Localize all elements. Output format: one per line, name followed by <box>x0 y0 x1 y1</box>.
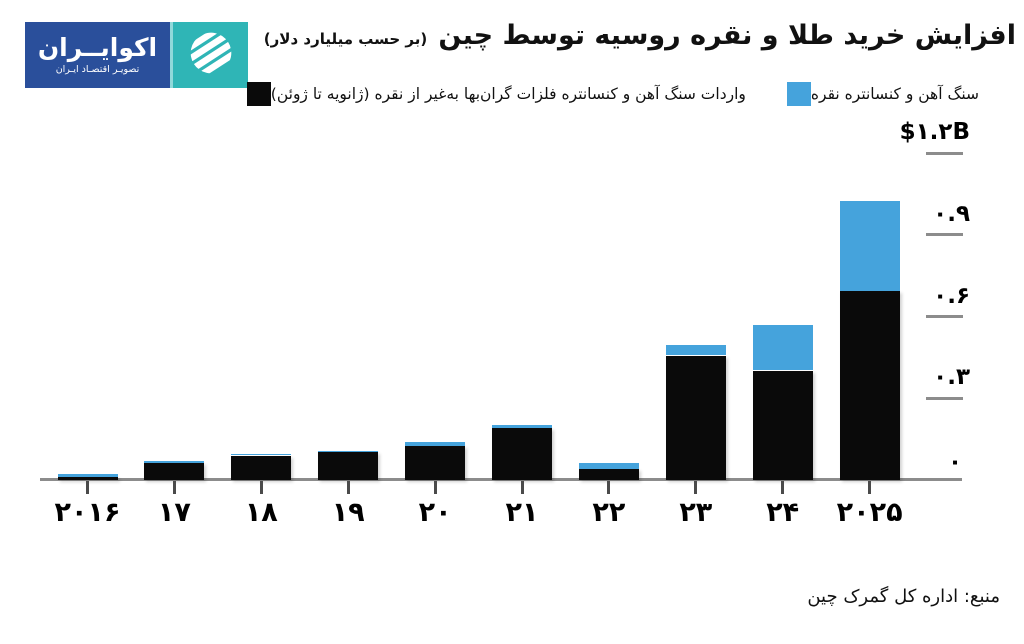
ecoiran-logo: اکوایــران تصویـر اقتصـاد ایـران <box>25 22 248 88</box>
chart-title-block: افزایش خرید طلا و نقره روسیه توسط چین (ب… <box>264 20 1016 51</box>
ecoiran-sphere-icon <box>182 24 239 83</box>
x-axis-label: ۱۸ <box>244 497 278 528</box>
x-axis-label: ۲۱ <box>505 497 539 528</box>
x-axis-tick <box>86 481 89 494</box>
bar-segment-blue-2018 <box>231 454 292 456</box>
bar-segment-black-2025 <box>839 290 900 480</box>
bar-segment-black-2020 <box>405 445 466 480</box>
bar-segment-blue-2020 <box>405 442 466 446</box>
source-note: منبع: اداره کل گمرک چین <box>807 586 1000 607</box>
y-axis-label: $۱.۲B <box>899 119 970 145</box>
x-axis-line <box>40 478 962 481</box>
x-axis-label: ۲۰ <box>418 497 452 528</box>
bar-segment-blue-2025 <box>839 200 900 291</box>
x-axis-tick <box>694 481 698 494</box>
x-axis-tick <box>781 481 785 494</box>
x-axis-label: ۲۰۲۵ <box>836 497 903 528</box>
y-axis-label: ۰.۶ <box>933 282 970 309</box>
x-axis-label: ۲۳ <box>679 497 713 528</box>
x-axis-label: ۲۲ <box>592 497 626 528</box>
bar-segment-black-2018 <box>231 455 292 480</box>
bar-segment-blue-2022 <box>578 463 639 469</box>
y-axis-tick <box>926 151 963 155</box>
bar-segment-blue-2019 <box>318 450 379 453</box>
x-axis-tick <box>346 481 350 494</box>
bar-segment-blue-2017 <box>144 460 205 464</box>
bar-segment-black-2021 <box>492 428 552 480</box>
x-axis-tick <box>259 481 263 494</box>
logo-text-panel: اکوایــران تصویـر اقتصـاد ایـران <box>25 22 170 88</box>
bar-segment-blue-2024 <box>752 324 813 371</box>
bar-segment-black-2016 <box>57 476 118 480</box>
x-axis-label: ۲۴ <box>766 497 800 528</box>
x-axis-tick <box>433 481 437 494</box>
logo-tagline: تصویـر اقتصـاد ایـران <box>55 64 140 76</box>
chart-title: افزایش خرید طلا و نقره روسیه توسط چین <box>438 20 1016 51</box>
legend-swatch-black <box>246 82 271 106</box>
x-axis-tick <box>172 481 176 494</box>
bar-segment-blue-2023 <box>665 344 726 356</box>
x-axis-label: ۲۰۱۶ <box>54 497 121 528</box>
x-axis-label: ۱۹ <box>331 497 365 528</box>
bar-segment-black-2023 <box>665 355 726 480</box>
chart-unit-note: (بر حسب میلیارد دلار) <box>263 30 428 48</box>
logo-mark-panel <box>170 22 248 88</box>
bar-segment-blue-2016 <box>57 474 118 477</box>
x-axis-label: ۱۷ <box>157 497 191 528</box>
x-axis-tick <box>868 481 872 494</box>
legend-label-black: واردات سنگ آهن و کنسانتره فلزات گران‌بها… <box>270 85 746 103</box>
bar-segment-black-2024 <box>752 370 813 480</box>
legend: واردات سنگ آهن و کنسانتره فلزات گران‌بها… <box>246 82 988 106</box>
legend-label-blue: سنگ آهن و کنسانتره نقره <box>810 85 979 103</box>
y-axis-tick <box>926 396 963 400</box>
bar-segment-black-2022 <box>578 468 639 480</box>
legend-swatch-blue <box>786 82 811 106</box>
bar-segment-black-2017 <box>144 463 205 480</box>
bar-segment-black-2019 <box>318 452 379 480</box>
x-axis-tick <box>607 481 611 494</box>
y-axis-label: ۰.۹ <box>933 200 970 227</box>
y-axis-label: ۰.۳ <box>933 364 970 391</box>
x-axis-tick <box>520 481 524 494</box>
y-axis-label: ۰ <box>947 449 962 475</box>
logo-brand-name: اکوایــران <box>37 33 158 63</box>
y-axis-tick <box>926 315 963 318</box>
bar-segment-blue-2021 <box>492 425 552 428</box>
y-axis-tick <box>926 233 963 237</box>
